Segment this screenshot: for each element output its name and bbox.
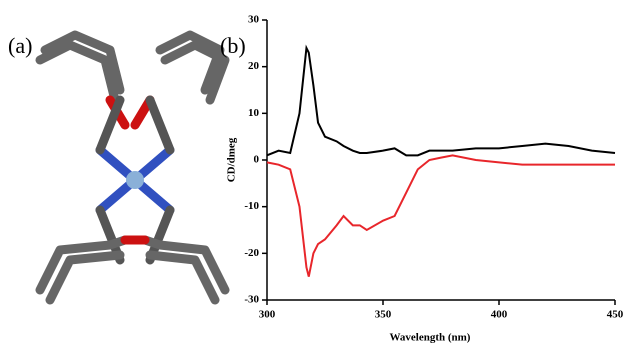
y-tick-label: 10 bbox=[248, 107, 260, 119]
y-tick-label: 0 bbox=[254, 154, 260, 166]
x-tick-label: 350 bbox=[375, 309, 392, 321]
data-line bbox=[267, 48, 615, 155]
x-axis-label: Wavelength (nm) bbox=[390, 332, 471, 344]
y-tick-label: -10 bbox=[244, 200, 259, 212]
x-tick-label: 300 bbox=[259, 309, 276, 321]
panel-label: (a) bbox=[8, 33, 32, 58]
y-tick-label: 30 bbox=[248, 14, 260, 26]
y-tick-label: -30 bbox=[244, 294, 259, 306]
y-axis-label: CD/dmeg bbox=[226, 137, 238, 182]
x-tick-label: 450 bbox=[607, 309, 624, 321]
molecule-illustration bbox=[40, 35, 225, 300]
y-tick-label: -20 bbox=[244, 247, 259, 259]
x-tick-label: 400 bbox=[491, 309, 508, 321]
panel-label: (b) bbox=[220, 33, 246, 58]
y-tick-label: 20 bbox=[248, 60, 260, 72]
figure: (a) (b) Wavelength (nm) CD/dmeg -30 -20 -1… bbox=[0, 0, 626, 346]
data-line bbox=[267, 155, 615, 276]
